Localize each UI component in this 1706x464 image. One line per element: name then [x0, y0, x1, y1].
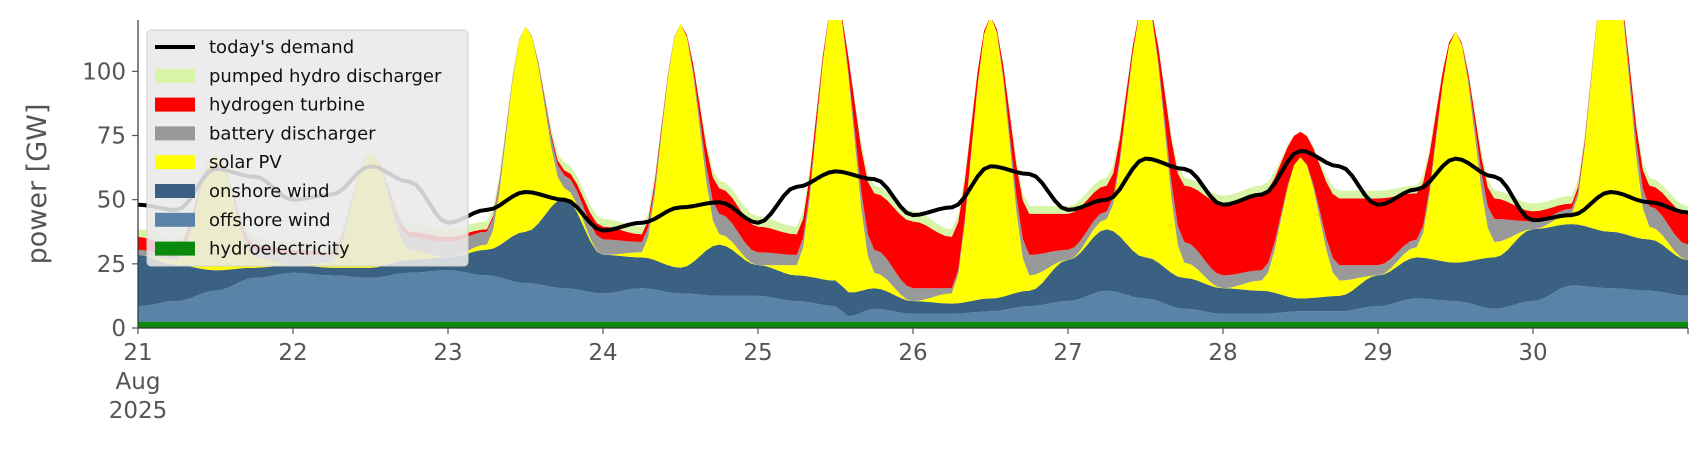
legend-box — [146, 29, 469, 267]
legend-swatch — [155, 97, 195, 112]
legend-label: pumped hydro discharger — [209, 66, 442, 87]
x-tick-label: 25 — [743, 340, 772, 366]
legend-item-battery-discharger: battery discharger — [155, 123, 376, 144]
legend-item-hydroelectricity: hydroelectricity — [155, 239, 350, 260]
x-tick-label: 29 — [1363, 340, 1392, 366]
x-tick-label: 28 — [1208, 340, 1237, 366]
area-hydroelectricity — [138, 321, 1688, 328]
legend: today's demand pumped hydro discharger hyd… — [146, 29, 469, 267]
legend-item-hydrogen-turbine: hydrogen turbine — [155, 95, 365, 116]
legend-swatch — [155, 68, 195, 83]
legend-label: hydroelectricity — [209, 239, 350, 260]
x-tick-label: 30 — [1518, 340, 1547, 366]
x-tick-label: 23 — [433, 340, 462, 366]
y-tick-label: 75 — [97, 124, 126, 150]
y-tick-label: 0 — [111, 316, 126, 342]
area-solar-pv — [138, 20, 1688, 304]
legend-label: solar PV — [209, 152, 282, 173]
x-tick-label: 24 — [588, 340, 617, 366]
legend-swatch — [155, 155, 195, 170]
legend-swatch — [155, 184, 195, 198]
legend-swatch — [155, 126, 195, 141]
x-tick-label: 21 Aug 2025 — [109, 340, 168, 424]
legend-label: battery discharger — [209, 123, 376, 144]
x-tick-label: 26 — [898, 340, 927, 366]
legend-item-today-s-demand: today's demand — [155, 37, 354, 58]
legend-swatch — [155, 241, 195, 256]
legend-label: offshore wind — [209, 210, 331, 231]
legend-label: onshore wind — [209, 181, 330, 202]
x-tick-label: 27 — [1053, 340, 1082, 366]
legend-item-pumped-hydro-discharger: pumped hydro discharger — [155, 66, 442, 87]
axes: 0 25 50 75 100 21 Aug 2025 22 23 24 25 26 27 28 29 30 pow… — [22, 20, 1689, 424]
legend-label: hydrogen turbine — [209, 95, 365, 116]
x-tick-label: 22 — [278, 340, 307, 366]
legend-label: today's demand — [209, 37, 354, 58]
legend-item-offshore-wind: offshore wind — [155, 210, 331, 231]
y-tick-label: 50 — [97, 188, 126, 214]
y-tick-label: 25 — [97, 252, 126, 278]
area-offshore-wind — [138, 270, 1688, 322]
y-axis-label: power [GW] — [22, 104, 53, 265]
legend-item-solar-pv: solar PV — [155, 152, 282, 173]
legend-item-onshore-wind: onshore wind — [155, 181, 330, 202]
legend-swatch — [155, 212, 195, 227]
area-hydrogen-turbine — [138, 20, 1688, 289]
y-tick-label: 100 — [82, 59, 126, 85]
